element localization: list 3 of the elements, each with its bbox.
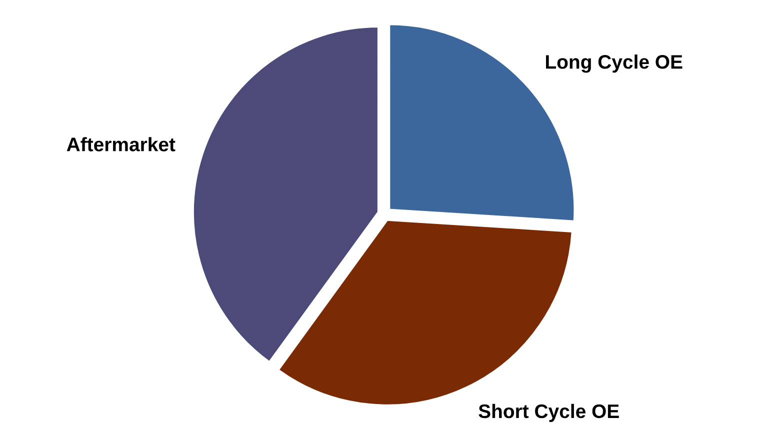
slice-label: Long Cycle OE: [546, 54, 682, 73]
slice-label: Short Cycle OE: [478, 404, 619, 422]
slice-label: Aftermarket: [66, 137, 176, 152]
